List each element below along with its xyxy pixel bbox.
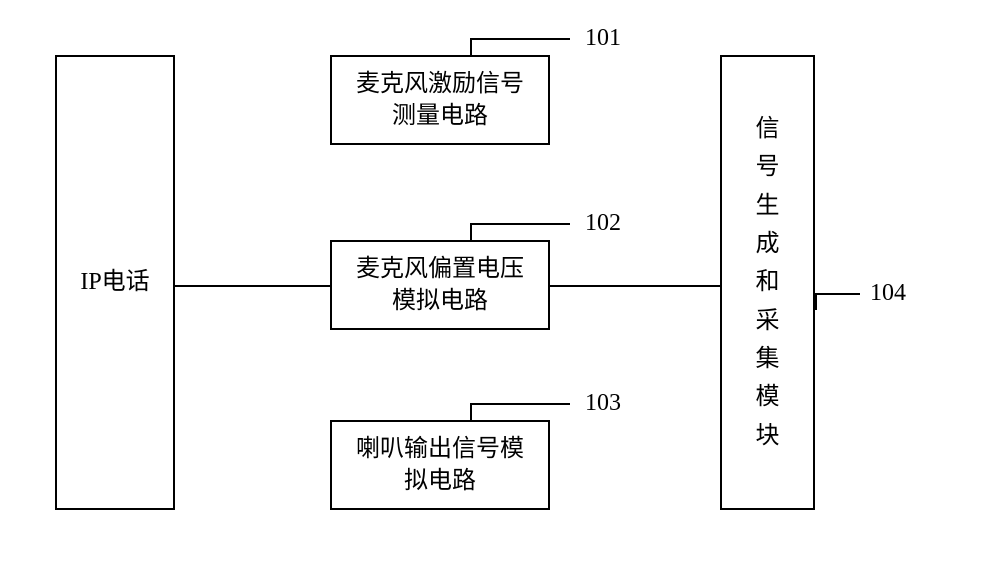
line2: 测量电路 xyxy=(392,103,488,129)
ref-label-102: 102 xyxy=(585,210,621,237)
c7: 集 xyxy=(756,340,780,378)
block-ip-phone: IP电话 xyxy=(55,55,175,510)
c1: 信 xyxy=(756,110,780,148)
block-ip-phone-label: IP电话 xyxy=(80,266,149,298)
c3: 生 xyxy=(756,187,780,225)
line1: 麦克风偏置电压 xyxy=(356,256,524,282)
block-mic-bias-text: 麦克风偏置电压 模拟电路 xyxy=(356,253,524,318)
block-speaker-out: 喇叭输出信号模 拟电路 xyxy=(330,420,550,510)
leader-102-v xyxy=(470,223,472,240)
connector-left-to-mid xyxy=(175,285,330,287)
block-mic-excite: 麦克风激励信号 测量电路 xyxy=(330,55,550,145)
c4: 成 xyxy=(756,225,780,263)
leader-101-h xyxy=(470,38,570,40)
leader-102-h xyxy=(470,223,570,225)
line1: 喇叭输出信号模 xyxy=(356,436,524,462)
ref-label-103: 103 xyxy=(585,390,621,417)
c9: 块 xyxy=(756,417,780,455)
block-mic-bias: 麦克风偏置电压 模拟电路 xyxy=(330,240,550,330)
block-signal-gen: 信 号 生 成 和 采 集 模 块 xyxy=(720,55,815,510)
ref-label-101: 101 xyxy=(585,25,621,52)
block-speaker-out-text: 喇叭输出信号模 拟电路 xyxy=(356,433,524,498)
leader-104-v xyxy=(815,293,817,310)
leader-104-h xyxy=(815,293,860,295)
diagram-canvas: IP电话 麦克风激励信号 测量电路 麦克风偏置电压 模拟电路 喇叭输出信号模 拟… xyxy=(0,0,1000,574)
leader-103-h xyxy=(470,403,570,405)
leader-103-v xyxy=(470,403,472,420)
line2: 模拟电路 xyxy=(392,288,488,314)
c2: 号 xyxy=(756,148,780,186)
c5: 和 xyxy=(756,263,780,301)
ref-label-104: 104 xyxy=(870,280,906,307)
line1: 麦克风激励信号 xyxy=(356,71,524,97)
c6: 采 xyxy=(756,302,780,340)
line2: 拟电路 xyxy=(404,468,476,494)
block-mic-excite-text: 麦克风激励信号 测量电路 xyxy=(356,68,524,133)
c8: 模 xyxy=(756,378,780,416)
leader-101-v xyxy=(470,38,472,55)
connector-mid-to-right xyxy=(550,285,720,287)
